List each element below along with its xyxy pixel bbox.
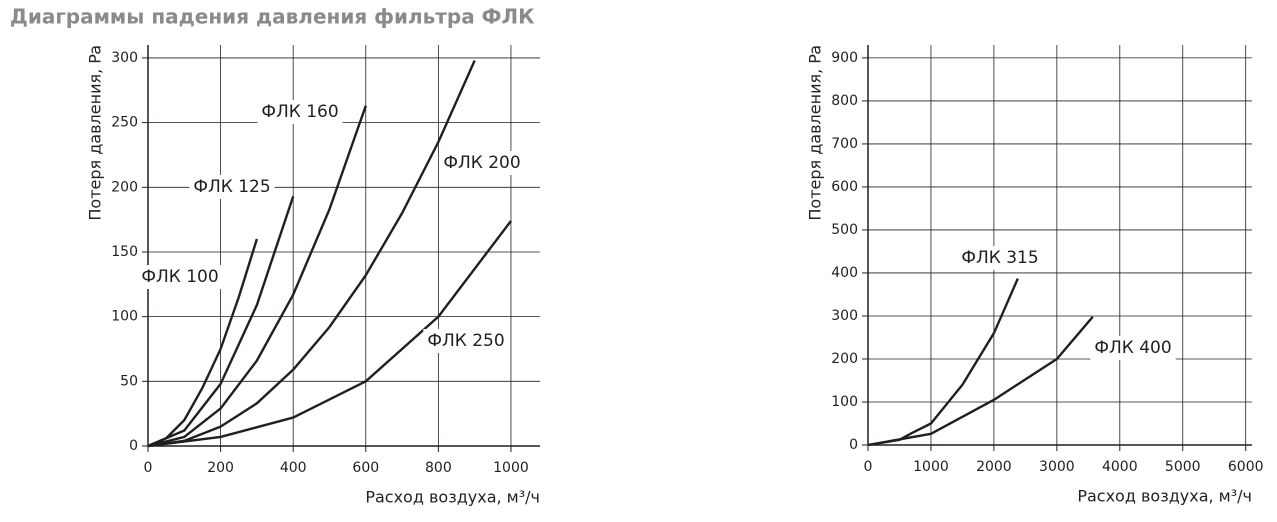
x-tick-label: 0: [144, 460, 153, 476]
x-axis-label: Расход воздуха, м³/ч: [1077, 487, 1252, 506]
y-axis-label: Потеря давления, Pa: [806, 45, 825, 221]
y-tick-label: 900: [831, 50, 858, 66]
label-bg: [957, 246, 1043, 270]
x-tick-label: 1000: [493, 460, 529, 476]
x-tick-label: 800: [425, 460, 452, 476]
x-tick-label: 600: [352, 460, 379, 476]
label-bg: [423, 329, 509, 353]
y-tick-label: 0: [849, 437, 858, 453]
x-tick-label: 5000: [1165, 459, 1201, 475]
label-bg: [1090, 336, 1176, 360]
y-tick-label: 300: [831, 308, 858, 324]
curve: [867, 278, 1019, 447]
x-tick-label: 0: [864, 459, 873, 475]
y-tick-label: 250: [111, 115, 138, 131]
y-tick-label: 700: [831, 136, 858, 152]
label-bg: [439, 151, 525, 175]
y-tick-label: 100: [111, 309, 138, 325]
y-tick-label: 400: [831, 265, 858, 281]
curve: [867, 316, 1094, 447]
page-title: Диаграммы падения давления фильтра ФЛК: [10, 5, 535, 29]
y-tick-label: 100: [831, 394, 858, 410]
y-axis-label: Потеря давления, Pa: [86, 45, 105, 221]
y-tick-label: 0: [129, 438, 138, 454]
series-label: ФЛК 200: [443, 153, 520, 173]
y-tick-label: 500: [831, 222, 858, 238]
x-tick-label: 4000: [1102, 459, 1138, 475]
curve: [147, 60, 476, 448]
x-axis-label: Расход воздуха, м³/ч: [365, 488, 540, 507]
y-tick-label: 150: [111, 244, 138, 260]
x-tick-label: 2000: [976, 459, 1012, 475]
curve: [147, 105, 367, 448]
label-bg: [257, 100, 343, 124]
x-tick-label: 6000: [1228, 459, 1264, 475]
x-tick-label: 3000: [1039, 459, 1075, 475]
x-tick-label: 1000: [913, 459, 949, 475]
series-label: ФЛК 250: [427, 331, 504, 351]
y-tick-label: 800: [831, 93, 858, 109]
y-tick-label: 200: [831, 351, 858, 367]
series-label: ФЛК 160: [261, 102, 338, 122]
y-tick-label: 50: [120, 373, 138, 389]
series-label: ФЛК 100: [141, 267, 218, 287]
curve: [147, 195, 295, 448]
curve: [147, 220, 512, 448]
label-bg: [189, 175, 275, 199]
y-tick-label: 300: [111, 50, 138, 66]
x-tick-label: 200: [207, 460, 234, 476]
y-tick-label: 200: [111, 179, 138, 195]
label-bg: [137, 265, 223, 289]
series-label: ФЛК 315: [961, 248, 1038, 268]
y-tick-label: 600: [831, 179, 858, 195]
x-tick-label: 400: [280, 460, 307, 476]
series-label: ФЛК 400: [1094, 338, 1171, 358]
series-label: ФЛК 125: [193, 177, 270, 197]
